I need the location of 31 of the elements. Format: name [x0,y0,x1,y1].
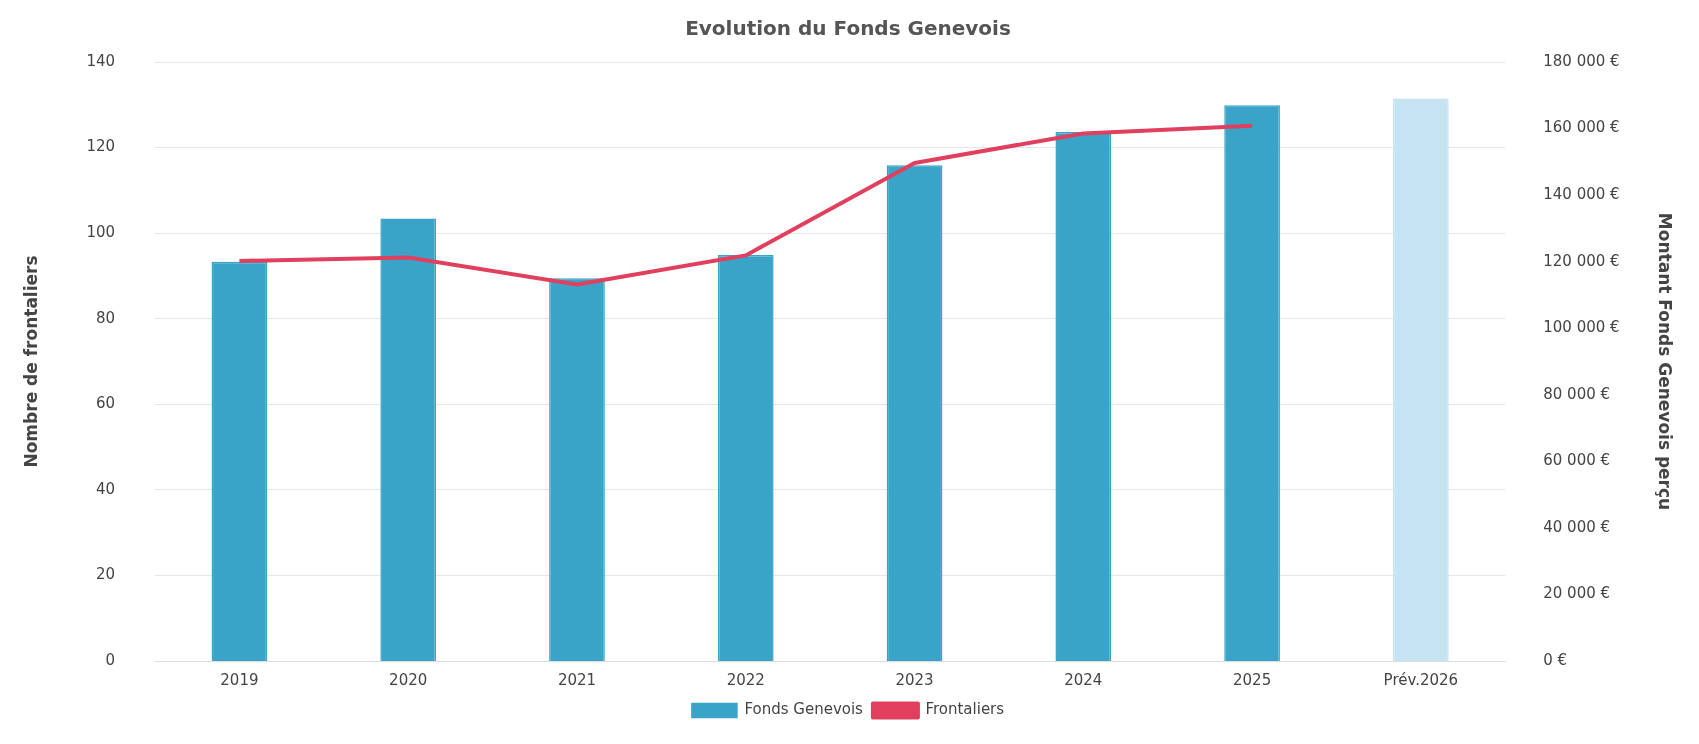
chart-title: Evolution du Fonds Genevois [685,16,1011,41]
y-tick-label: 100 [86,223,116,242]
y-tick-label: 20 [95,565,116,584]
x-tick-label: 2023 [895,670,934,689]
y-tick-label: 140 [86,51,116,70]
legend-label: Fonds Genevois [744,700,864,719]
x-tick-label: 2024 [1064,670,1103,689]
y-axis-title: Nombre de frontaliers [20,255,41,468]
y2-tick-label: 100 000 € [1543,318,1620,337]
x-tick-label: 2022 [726,670,765,689]
y-tick-label: 40 [95,479,116,498]
y2-tick-label: 20 000 € [1543,584,1611,603]
x-tick-label: 2021 [557,670,597,689]
y2-tick-label: 140 000 € [1543,185,1620,203]
y2-axis-title: Montant Fonds Genevois perçu [1655,212,1676,511]
y-tick-label: 120 [86,137,116,156]
y2-tick-label: 180 000 € [1543,51,1620,70]
y2-tick-label: 0 € [1543,650,1568,669]
legend-label: Frontaliers [925,700,1005,719]
y-tick-label: 60 [95,394,116,413]
x-tick-label: 2019 [220,670,259,689]
y-tick-label: 80 [95,308,116,327]
x-tick-label: Prév.2026 [1383,670,1459,689]
y2-tick-label: 80 000 € [1543,384,1611,403]
x-tick-label: 2025 [1233,670,1272,689]
y2-tick-label: 60 000 € [1543,451,1611,470]
y2-tick-label: 40 000 € [1543,517,1611,536]
y2-tick-label: 160 000 € [1543,118,1620,137]
y2-tick-label: 120 000 € [1543,251,1620,270]
x-tick-label: 2020 [389,670,428,689]
y-tick-label: 0 [105,650,116,669]
